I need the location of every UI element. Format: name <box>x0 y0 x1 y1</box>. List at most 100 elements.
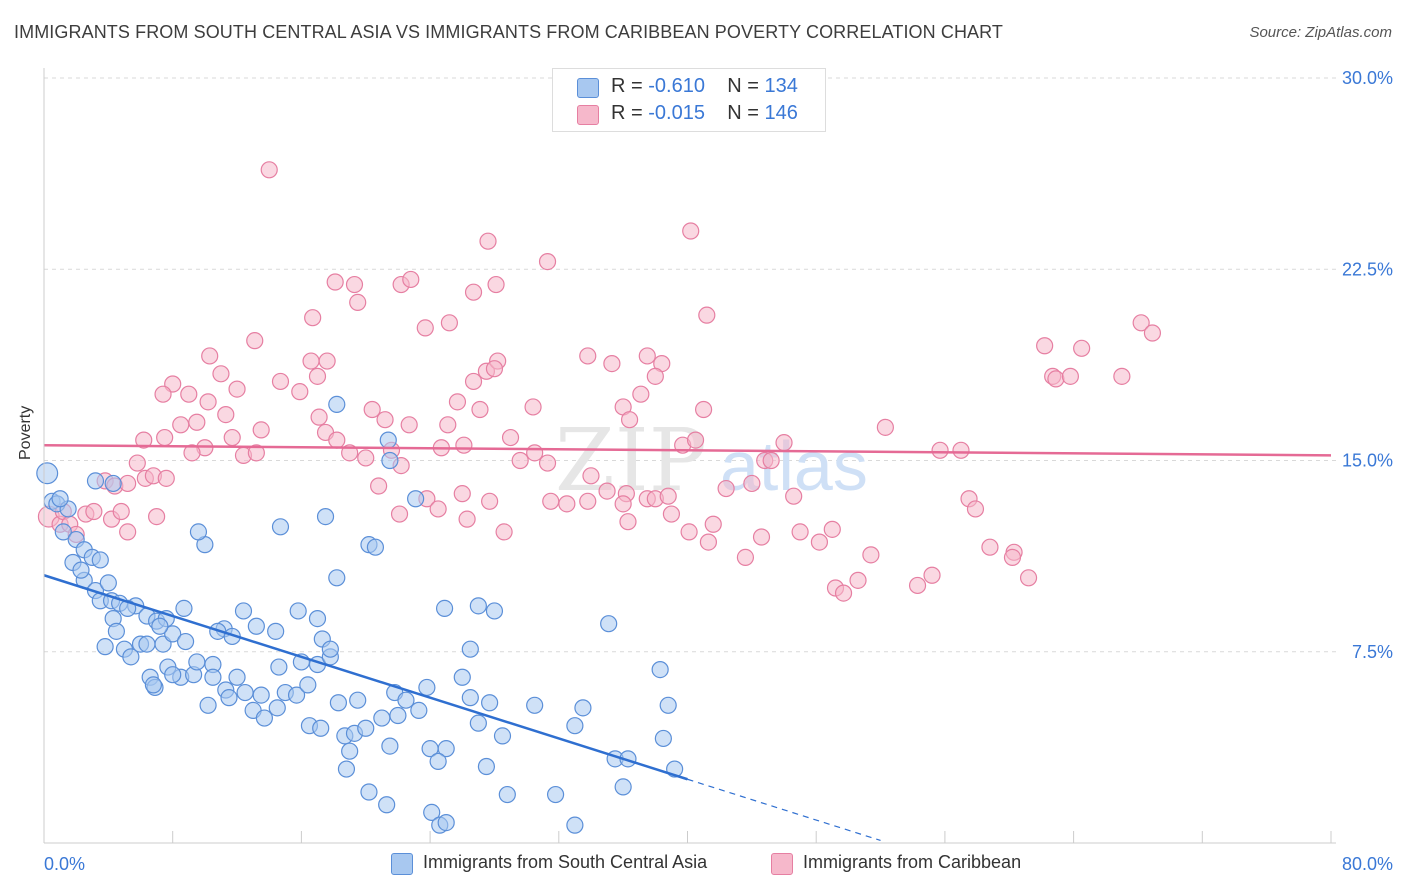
south-central-asia-point <box>287 686 306 704</box>
caribbean-point <box>598 482 616 500</box>
caribbean-point <box>876 418 894 436</box>
caribbean-point <box>328 431 346 449</box>
caribbean-point <box>458 510 476 528</box>
south-central-asia-point <box>453 668 471 686</box>
caribbean-point <box>376 411 394 429</box>
caribbean-point <box>304 309 322 327</box>
south-central-asia-point <box>566 717 584 735</box>
south-central-asia-point <box>164 666 182 684</box>
caribbean-point <box>183 444 201 462</box>
caribbean-point <box>85 502 103 521</box>
caribbean-point <box>638 347 656 365</box>
bottom-legend-label: Immigrants from South Central Asia <box>423 852 708 872</box>
south-central-asia-point <box>546 785 565 804</box>
chart-title: IMMIGRANTS FROM SOUTH CENTRAL ASIA VS IM… <box>14 22 1004 42</box>
south-central-asia-point <box>289 602 307 620</box>
south-central-asia-point <box>469 597 487 615</box>
caribbean-point <box>154 385 172 403</box>
caribbean-point <box>538 454 557 472</box>
south-central-asia-point <box>349 691 367 709</box>
caribbean-point <box>439 416 457 434</box>
legend-r-value: -0.015 <box>648 102 705 124</box>
south-central-asia-point <box>175 599 193 618</box>
caribbean-point <box>823 520 841 538</box>
caribbean-point <box>542 492 560 510</box>
south-central-asia-point <box>378 796 396 814</box>
caribbean-point <box>620 411 639 429</box>
caribbean-point <box>448 393 467 411</box>
south-central-asia-trend-line <box>43 574 688 781</box>
caribbean-point <box>455 436 473 454</box>
caribbean-point <box>481 492 499 510</box>
caribbean-point <box>400 416 418 434</box>
south-central-asia-point <box>252 686 270 704</box>
south-central-asia-point <box>144 676 162 694</box>
caribbean-point <box>511 451 529 470</box>
caribbean-point <box>390 505 409 523</box>
caribbean-point <box>291 383 309 401</box>
south-central-asia-point <box>164 625 182 643</box>
south-central-asia-point <box>51 490 69 508</box>
caribbean-point <box>524 398 542 416</box>
south-central-asia-point <box>96 638 114 656</box>
south-central-asia-point <box>316 507 335 526</box>
caribbean-point <box>614 495 632 513</box>
caribbean-point <box>931 441 949 459</box>
caribbean-point <box>271 372 290 391</box>
south-central-asia-point <box>341 742 359 760</box>
caribbean-point <box>201 347 219 365</box>
caribbean-point <box>252 421 270 439</box>
south-central-asia-point <box>461 689 479 707</box>
caribbean-point <box>785 487 803 505</box>
caribbean-point <box>402 270 420 289</box>
caribbean-point <box>717 479 735 498</box>
south-central-asia-point <box>299 676 317 694</box>
caribbean-point <box>686 431 705 449</box>
bottom-legend-swatch-blue <box>391 853 413 875</box>
south-central-asia-point <box>381 451 399 470</box>
south-central-asia-point <box>429 752 447 771</box>
south-central-asia-point <box>437 740 455 758</box>
caribbean-point <box>762 451 780 470</box>
south-central-asia-point <box>435 599 454 618</box>
legend-r-label: R = <box>611 102 649 124</box>
south-central-asia-point <box>312 719 330 737</box>
south-central-asia-point <box>654 729 672 748</box>
caribbean-point <box>662 505 681 523</box>
caribbean-point <box>188 413 206 431</box>
caribbean-point <box>223 428 241 447</box>
south-central-asia-point <box>373 709 391 727</box>
caribbean-point <box>834 584 853 602</box>
south-central-asia-point <box>36 462 59 485</box>
south-central-asia-point <box>407 490 425 508</box>
south-central-asia-point <box>328 569 346 587</box>
caribbean-point <box>632 385 650 403</box>
y-tick-label: 7.5% <box>1352 642 1393 662</box>
south-central-asia-point <box>104 474 122 493</box>
caribbean-point <box>752 528 771 546</box>
south-central-asia-point <box>228 668 246 686</box>
caribbean-point <box>698 306 716 324</box>
caribbean-point <box>538 253 557 271</box>
south-central-asia-point <box>410 701 428 720</box>
x-tick-label: 0.0% <box>44 854 85 874</box>
south-central-asia-point <box>357 719 375 737</box>
caribbean-point <box>579 492 597 510</box>
caribbean-point <box>966 500 985 518</box>
south-central-asia-point <box>236 683 254 702</box>
caribbean-points <box>37 161 1162 602</box>
south-central-asia-point <box>337 760 356 778</box>
south-central-asia-points <box>36 395 684 834</box>
caribbean-point <box>148 507 166 526</box>
caribbean-point <box>157 469 175 487</box>
caribbean-point <box>357 449 375 467</box>
legend-n-label: N = <box>727 75 765 97</box>
caribbean-point <box>1036 337 1054 355</box>
south-central-asia-point <box>498 785 516 804</box>
caribbean-point <box>464 283 483 301</box>
south-central-asia-point <box>119 599 137 618</box>
south-central-asia-point <box>188 653 206 671</box>
caribbean-point <box>228 380 246 398</box>
south-central-asia-point <box>151 617 169 635</box>
